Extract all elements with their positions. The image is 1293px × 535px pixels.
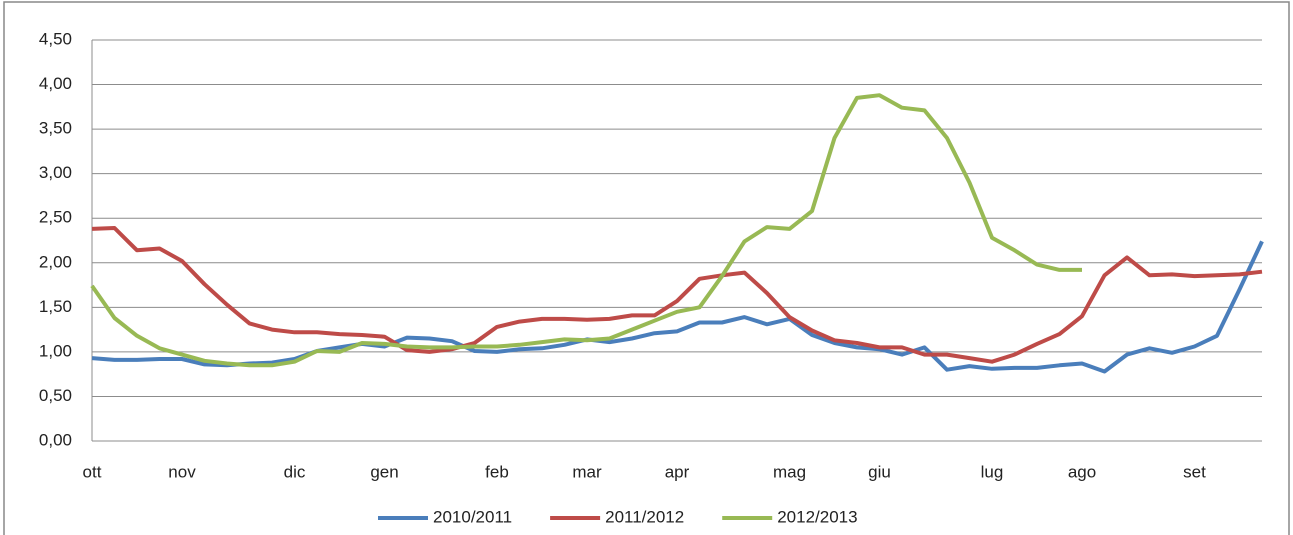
y-tick-label: 2,50 — [39, 208, 72, 227]
y-tick-label: 0,00 — [39, 430, 72, 449]
x-tick-label: feb — [485, 462, 509, 481]
y-tick-label: 4,50 — [39, 29, 72, 48]
x-tick-label: dic — [284, 462, 306, 481]
x-tick-label: lug — [981, 462, 1004, 481]
x-tick-label: gen — [370, 462, 398, 481]
y-tick-label: 3,50 — [39, 119, 72, 138]
y-tick-label: 1,00 — [39, 341, 72, 360]
x-tick-label: mag — [773, 462, 806, 481]
series-line — [91, 226, 1263, 364]
series-line — [90, 93, 1082, 368]
chart-frame — [3, 1, 1290, 535]
x-tick-label: nov — [168, 462, 196, 481]
legend-label: 2010/2011 — [433, 507, 512, 526]
y-tick-label: 1,50 — [39, 297, 72, 316]
x-tick-label: ott — [83, 462, 102, 481]
y-tick-label: 3,00 — [39, 163, 72, 182]
y-tick-label: 2,00 — [39, 252, 72, 271]
x-tick-label: ago — [1068, 462, 1096, 481]
y-tick-label: 0,50 — [39, 386, 72, 405]
legend-label: 2011/2012 — [605, 507, 684, 526]
x-tick-label: apr — [665, 462, 690, 481]
x-tick-label: mar — [572, 462, 602, 481]
y-tick-label: 4,00 — [39, 74, 72, 93]
series-line — [91, 240, 1264, 374]
x-tick-label: giu — [868, 462, 891, 481]
x-tick-label: set — [1183, 462, 1206, 481]
legend-label: 2012/2013 — [777, 507, 857, 526]
